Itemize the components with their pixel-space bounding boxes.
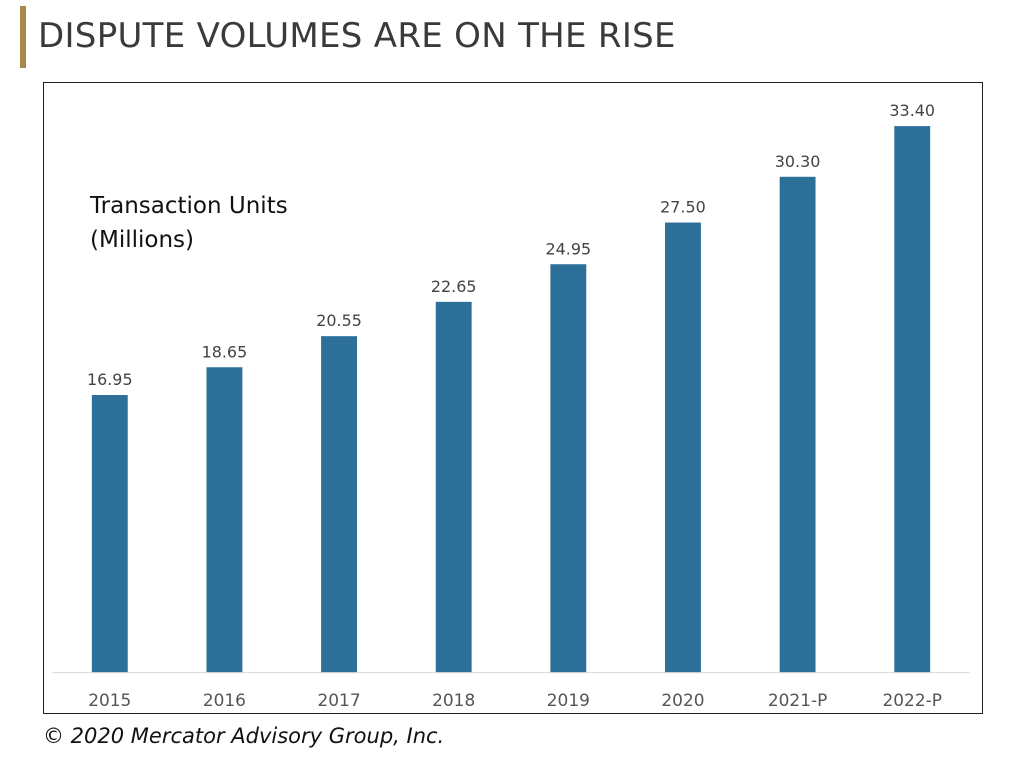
bar-2015: [91, 395, 128, 673]
bar-chart: 16.95 2015 18.65 2016 20.55 2017 22.65 2018 24.9…: [52, 101, 970, 710]
x-tick-label-2022-P: 2022-P: [883, 690, 942, 710]
unit-annotation-line-2: (Millions): [90, 227, 194, 253]
x-tick-label-2016: 2016: [203, 690, 246, 710]
chart-frame: 16.95 2015 18.65 2016 20.55 2017 22.65 2018 24.9…: [43, 82, 983, 714]
bar-2016: [206, 367, 243, 673]
bar-2020: [665, 222, 701, 673]
bar-2022-P: [894, 126, 931, 673]
data-label-2017: 20.55: [316, 311, 362, 330]
data-label-2022-P: 33.40: [889, 101, 935, 120]
bar-2018: [435, 301, 472, 673]
x-tick-label-2015: 2015: [88, 690, 131, 710]
unit-annotation: Transaction Units (Millions): [90, 189, 350, 257]
copyright-notice: © 2020 Mercator Advisory Group, Inc.: [43, 724, 445, 748]
x-tick-label-2021-P: 2021-P: [768, 690, 827, 710]
data-label-2016: 18.65: [202, 342, 248, 361]
x-tick-label-2019: 2019: [547, 690, 590, 710]
data-label-2019: 24.95: [546, 239, 592, 258]
slide-title: DISPUTE VOLUMES ARE ON THE RISE: [38, 16, 676, 56]
bar-2021-P: [779, 176, 816, 673]
x-tick-label-2020: 2020: [661, 690, 704, 710]
data-label-2021-P: 30.30: [775, 152, 821, 171]
data-label-2015: 16.95: [87, 370, 133, 389]
title-accent-bar: [20, 6, 26, 68]
data-label-2020: 27.50: [660, 198, 706, 217]
unit-annotation-line-1: Transaction Units: [90, 193, 288, 219]
x-tick-label-2018: 2018: [432, 690, 475, 710]
bar-2017: [321, 336, 357, 673]
data-label-2018: 22.65: [431, 277, 477, 296]
x-tick-label-2017: 2017: [317, 690, 360, 710]
bar-2019: [550, 264, 587, 673]
